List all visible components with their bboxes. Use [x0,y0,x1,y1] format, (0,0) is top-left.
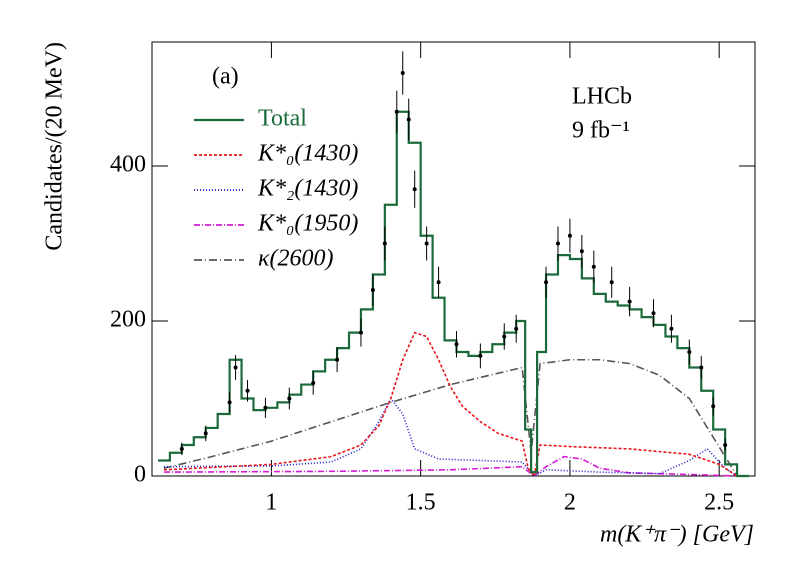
data-point [723,443,728,447]
x-axis-label: m(K⁺π⁻) [GeV] [600,522,754,548]
data-point [287,396,292,401]
legend-label: κ(2600) [258,246,334,272]
data-point [370,288,375,292]
data-point [233,365,238,370]
data-point [424,241,429,246]
data-point [412,187,417,192]
data-point [382,241,387,246]
legend-label: K*₀(1950) [257,211,358,237]
y-tick-label: 0 [134,462,146,488]
legend-label: K*₀(1430) [257,141,358,167]
data-point [454,342,459,347]
data-point [478,353,483,358]
data-point [514,326,519,331]
series-line [163,397,738,478]
data-point [245,388,250,393]
data-point [502,334,507,339]
data-point [687,350,692,354]
data-point [669,326,674,331]
data-point [311,381,316,385]
data-point [400,71,405,75]
x-tick-label: 2.5 [704,490,734,516]
luminosity-label: 9 fb⁻¹ [572,118,630,144]
data-point [555,241,560,246]
data-point [609,280,614,285]
data-point [263,405,268,410]
data-point [227,400,232,405]
data-point [436,280,441,285]
legend-label: K*₂(1430) [257,176,358,202]
data-point [179,446,184,451]
series-line [163,358,738,477]
data-point [335,357,340,362]
data-point [358,330,363,335]
y-tick-label: 400 [110,152,146,178]
panel-label: (a) [212,64,239,90]
data-point [567,233,572,238]
data-point [627,299,632,304]
plot-frame [151,41,756,477]
x-tick-label: 1.5 [406,490,436,516]
y-tick-label: 200 [110,307,146,333]
data-point [699,365,704,370]
y-axis-label: Candidates/(20 MeV) [42,42,68,251]
experiment-label: LHCb [572,84,632,110]
data-point [579,249,584,254]
data-point [591,264,596,269]
x-tick-label: 1 [265,490,277,516]
data-point [711,404,716,409]
data-point [544,280,549,285]
data-point [406,117,411,122]
data-point [394,109,399,114]
series-line [163,331,738,478]
data-point [651,311,656,316]
legend-label: Total [258,106,307,132]
data-point [203,431,208,436]
x-tick-label: 2 [564,490,576,516]
series-line [157,110,750,478]
